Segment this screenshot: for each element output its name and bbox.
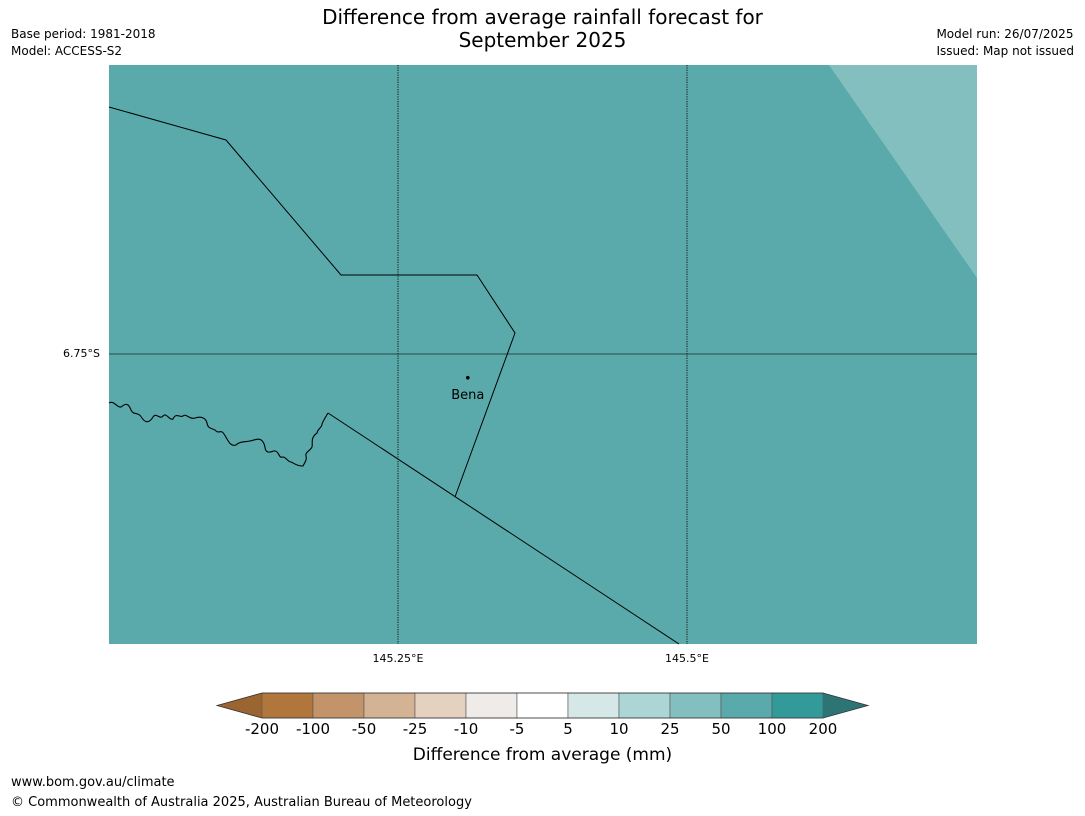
base-period-text: Base period: 1981-2018	[11, 27, 156, 41]
colorbar-swatch	[414, 692, 467, 719]
colorbar-tick: 50	[711, 720, 731, 738]
colorbar-tick: 10	[609, 720, 629, 738]
model-text: Model: ACCESS-S2	[11, 44, 123, 58]
province-boundary-south	[327, 412, 680, 645]
colorbar-outline	[215, 692, 870, 719]
map-title: Difference from average rainfall forecas…	[322, 5, 763, 52]
place-label-bena: Bena	[451, 387, 485, 403]
colorbar-title: Difference from average (mm)	[412, 745, 673, 765]
colorbar-swatch	[618, 692, 671, 719]
meta-left: Base period: 1981-2018 Model: ACCESS-S2	[11, 26, 156, 60]
colorbar-swatch	[363, 692, 416, 719]
colorbar-tick: -25	[402, 720, 428, 738]
colorbar-tick: -50	[351, 720, 377, 738]
footer-copyright: © Commonwealth of Australia 2025, Austra…	[11, 795, 472, 810]
latitude-label: 6.75°S	[63, 347, 100, 360]
colorbar-swatch	[465, 692, 518, 719]
model-run-text: Model run: 26/07/2025	[936, 27, 1074, 41]
river-boundary	[108, 401, 329, 467]
longitude-label-1: 145.25°E	[372, 652, 424, 665]
colorbar-tick: 100	[757, 720, 787, 738]
colorbar-swatch	[312, 692, 365, 719]
longitude-label-2: 145.5°E	[665, 652, 709, 665]
higher-rainfall-area	[829, 65, 977, 278]
colorbar-tick: 25	[660, 720, 680, 738]
colorbar-tick: 5	[563, 720, 573, 738]
footer-url[interactable]: www.bom.gov.au/climate	[11, 775, 175, 790]
issued-text: Issued: Map not issued	[936, 44, 1074, 58]
colorbar-swatch	[516, 692, 569, 719]
colorbar-swatch	[771, 692, 824, 719]
colorbar-extend-high	[823, 693, 868, 718]
colorbar-swatch	[669, 692, 722, 719]
colorbar-swatch	[261, 692, 314, 719]
colorbar-tick: -5	[509, 720, 525, 738]
colorbar-tick: 200	[808, 720, 838, 738]
colorbar-swatch	[720, 692, 773, 719]
colorbar-tick: -100	[295, 720, 331, 738]
bena-marker	[466, 375, 470, 380]
colorbar-swatch	[567, 692, 620, 719]
colorbar-extend-low	[217, 693, 262, 718]
meta-right: Model run: 26/07/2025 Issued: Map not is…	[936, 26, 1074, 60]
colorbar-tick: -10	[453, 720, 479, 738]
province-boundary-north	[108, 106, 516, 498]
colorbar-tick: -200	[244, 720, 280, 738]
